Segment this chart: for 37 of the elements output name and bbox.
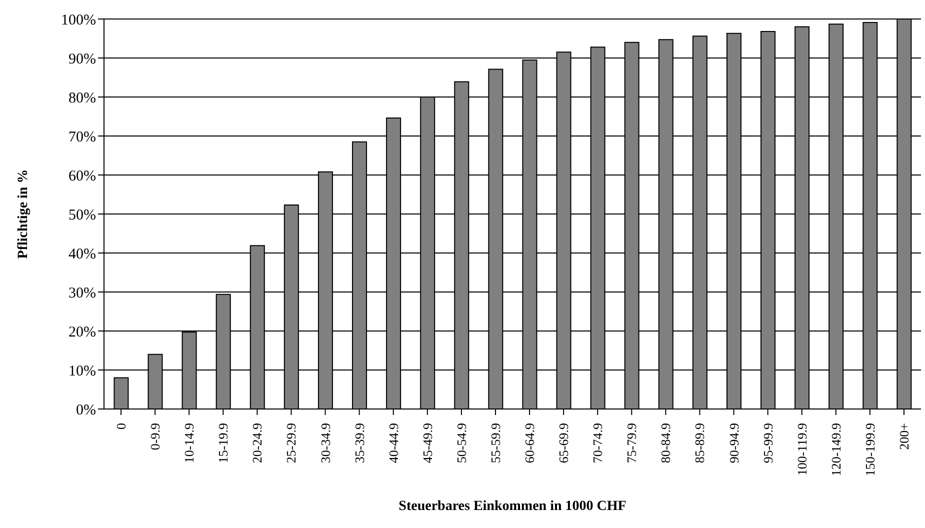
x-tick-label: 75-79.9 bbox=[624, 423, 640, 464]
x-tick-label: 0 bbox=[114, 423, 129, 430]
x-axis-title: Steuerbares Einkommen in 1000 CHF bbox=[398, 499, 626, 514]
x-tick-label: 30-34.9 bbox=[318, 423, 333, 464]
y-tick-label: 50% bbox=[68, 207, 96, 224]
y-axis-title: Pflichtige in % bbox=[16, 169, 31, 259]
x-tick-label: 200+ bbox=[896, 423, 912, 450]
x-tick-label: 45-49.9 bbox=[420, 423, 435, 464]
x-tick-label: 40-44.9 bbox=[386, 423, 401, 464]
x-tick-label: 20-24.9 bbox=[250, 423, 265, 464]
x-tick-label: 150-199.9 bbox=[862, 423, 878, 476]
x-tick-label: 85-89.9 bbox=[692, 423, 708, 464]
x-tick-label: 10-14.9 bbox=[182, 423, 197, 464]
y-tick-label: 0% bbox=[76, 402, 96, 418]
y-tick-label: 30% bbox=[68, 285, 96, 302]
y-tick-label: 20% bbox=[68, 324, 96, 340]
x-tick-label: 90-94.9 bbox=[726, 423, 742, 464]
x-tick-label: 95-99.9 bbox=[760, 423, 776, 464]
x-tick-label: 80-84.9 bbox=[658, 423, 674, 464]
y-tick-label: 70% bbox=[68, 129, 96, 146]
y-tick-label: 90% bbox=[68, 51, 96, 68]
x-tick-label: 50-54.9 bbox=[454, 423, 469, 464]
y-tick-label: 60% bbox=[68, 168, 96, 184]
x-tick-label: 15-19.9 bbox=[216, 423, 231, 464]
x-tick-label: 25-29.9 bbox=[284, 423, 299, 464]
y-tick-label: 40% bbox=[68, 246, 96, 262]
x-tick-label: 0-9.9 bbox=[148, 423, 163, 450]
x-tick-label: 70-74.9 bbox=[590, 423, 606, 464]
x-tick-label: 100-119.9 bbox=[794, 423, 810, 476]
y-tick-label: 80% bbox=[68, 90, 96, 106]
x-tick-label: 35-39.9 bbox=[352, 423, 367, 464]
x-tick-label: 55-59.9 bbox=[488, 423, 503, 464]
y-tick-label: 100% bbox=[61, 12, 96, 28]
x-tick-label: 65-69.9 bbox=[556, 423, 572, 464]
x-tick-label: 60-64.9 bbox=[522, 423, 538, 464]
y-tick-label: 10% bbox=[68, 363, 96, 380]
x-tick-label: 120-149.9 bbox=[828, 423, 844, 476]
